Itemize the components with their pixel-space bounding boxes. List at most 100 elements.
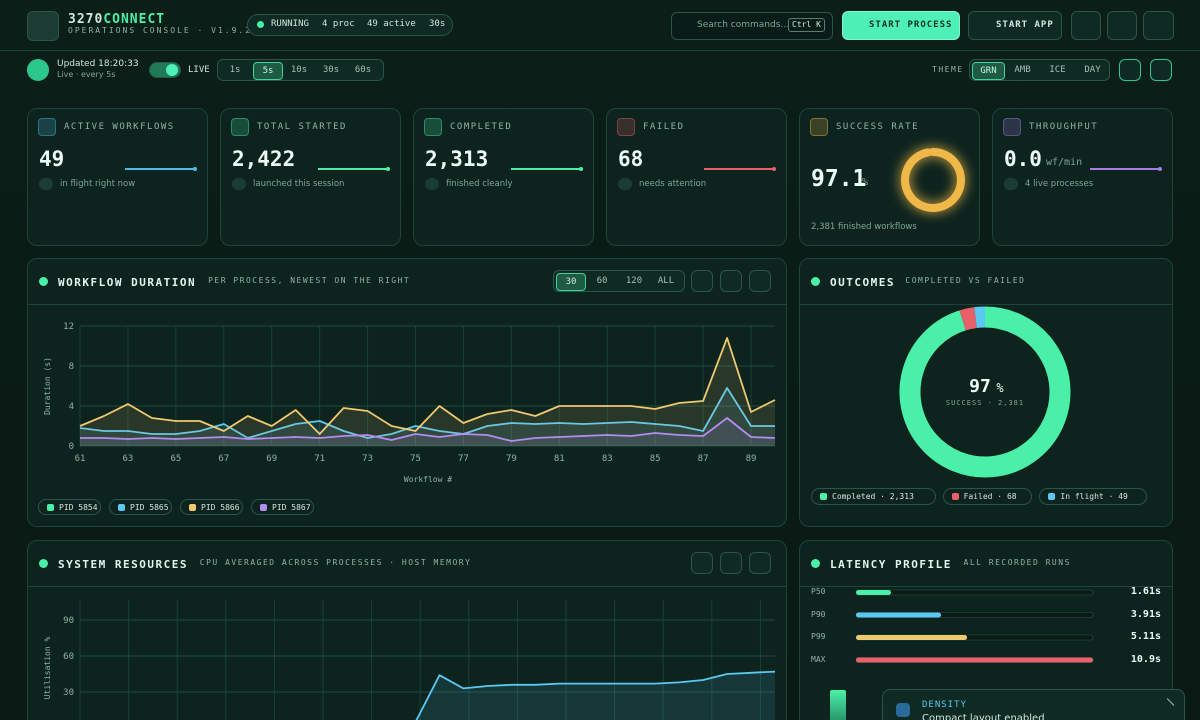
panel-tool[interactable] [691,270,713,292]
legend-dot [189,504,196,511]
legend-dot [1048,493,1056,500]
kpi-icon [424,118,442,136]
panel-title: WORKFLOW DURATION [58,276,197,289]
panel-tool[interactable] [720,552,742,574]
brand: 3270CONNECT [68,13,165,26]
panel-tool[interactable] [749,552,771,574]
panel-divider [799,304,1173,305]
panel-tool[interactable] [691,552,713,574]
status: RUNNING [271,19,309,29]
legend-dot [951,493,959,500]
panel-tool[interactable] [749,270,771,292]
kpi-icon [38,118,56,136]
panel-title: OUTCOMES [830,276,895,289]
panel-divider [27,586,787,587]
panel-subtitle: PER PROCESS, NEWEST ON THE RIGHT [208,276,411,285]
kpi-unit: wf/min [1046,157,1083,168]
brand-b: CONNECT [103,12,166,27]
panel-title: SYSTEM RESOURCES [58,558,188,571]
legend-label: PID 5854 [59,503,98,512]
toggle-knob [166,64,178,76]
kpi-icon [231,118,249,136]
latency-value: 3.91s [1130,608,1161,620]
segment-button[interactable]: 60s [354,65,372,75]
live-label: LIVE [188,65,210,75]
kpi-card [27,108,208,246]
start-app-button[interactable] [968,11,1062,40]
panel-subtitle: ALL RECORDED RUNS [963,558,1071,567]
tools-button[interactable] [1150,59,1172,81]
kpi-dash [39,178,53,190]
segment-button[interactable]: DAY [1084,65,1101,75]
segment-button[interactable]: 5s [253,62,283,80]
kpi-dash [618,178,632,190]
panel-icon [39,559,48,568]
panel-icon [811,559,820,568]
panel-icon [39,277,48,286]
range-button[interactable]: ALL [657,276,675,286]
segment-button[interactable]: 10s [290,65,308,75]
kpi-value: 2,422 [232,147,296,171]
brand-a: 3270 [68,12,104,27]
theme-label: THEME [932,65,964,74]
legend-label: PID 5865 [130,503,169,512]
kpi-dash [425,178,439,190]
range-group [553,270,685,292]
search-box[interactable] [671,12,833,40]
kpi-value: 97.1 [811,166,867,192]
panel [799,258,1173,527]
legend-pill [38,499,101,515]
latency-value: 10.9s [1130,653,1161,665]
legend-label: In flight · 49 [1060,492,1128,501]
latency-label: P90 [811,609,826,619]
panel-subtitle: CPU AVERAGED ACROSS PROCESSES · HOST MEM… [199,558,472,567]
live-note: Live · every 5s [57,70,116,79]
segment-button[interactable]: GRN [972,62,1005,80]
kpi-label: ACTIVE WORKFLOWS [64,122,175,132]
kpi-label: COMPLETED [450,122,513,132]
kpi-unit: % [862,177,869,188]
refresh-button[interactable] [1107,11,1137,40]
divider [0,50,1200,51]
range-button[interactable]: 120 [625,276,643,286]
panel-title: LATENCY PROFILE [830,558,952,571]
active-count: 49 active [367,19,416,29]
legend-label: PID 5866 [201,503,240,512]
kpi-label: SUCCESS RATE [836,122,920,132]
segment-button[interactable]: 30s [322,65,340,75]
toast-message: Compact layout enabled [922,713,1045,720]
live-icon [27,59,49,81]
toast-icon [896,703,910,717]
procs: 4 proc [322,19,355,29]
histogram-bar [830,690,846,720]
kpi-label: FAILED [643,122,685,132]
search-placeholder: Search commands… [697,20,790,30]
panel [27,258,787,527]
fullscreen-button[interactable] [1119,59,1141,81]
kpi-note: finished cleanly [446,179,513,189]
segment-button[interactable]: ICE [1049,65,1066,75]
range-button[interactable]: 30 [556,273,586,291]
legend-dot [260,504,267,511]
legend-dot [118,504,125,511]
legend-pill [811,488,936,505]
toast-title: DENSITY [922,700,967,710]
kpi-dash [1004,178,1018,190]
brand-subtitle: OPERATIONS CONSOLE · V1.9.2 [68,26,253,35]
range-button[interactable]: 60 [596,276,608,286]
segment-button[interactable]: 1s [229,65,241,75]
segment-button[interactable]: AMB [1014,65,1031,75]
terminal-button[interactable] [1071,11,1101,40]
menu-button[interactable] [1143,11,1174,40]
status-dot [257,21,264,28]
kpi-note: needs attention [639,179,707,189]
panel-subtitle: COMPLETED VS FAILED [905,276,1026,285]
status-pill [247,14,453,36]
panel-tool[interactable] [720,270,742,292]
legend-pill [1039,488,1147,505]
kpi-note: launched this session [253,179,345,189]
kpi-card [606,108,787,246]
start-process-button[interactable] [842,11,960,40]
latency-label: MAX [811,654,826,664]
kpi-icon [1003,118,1021,136]
